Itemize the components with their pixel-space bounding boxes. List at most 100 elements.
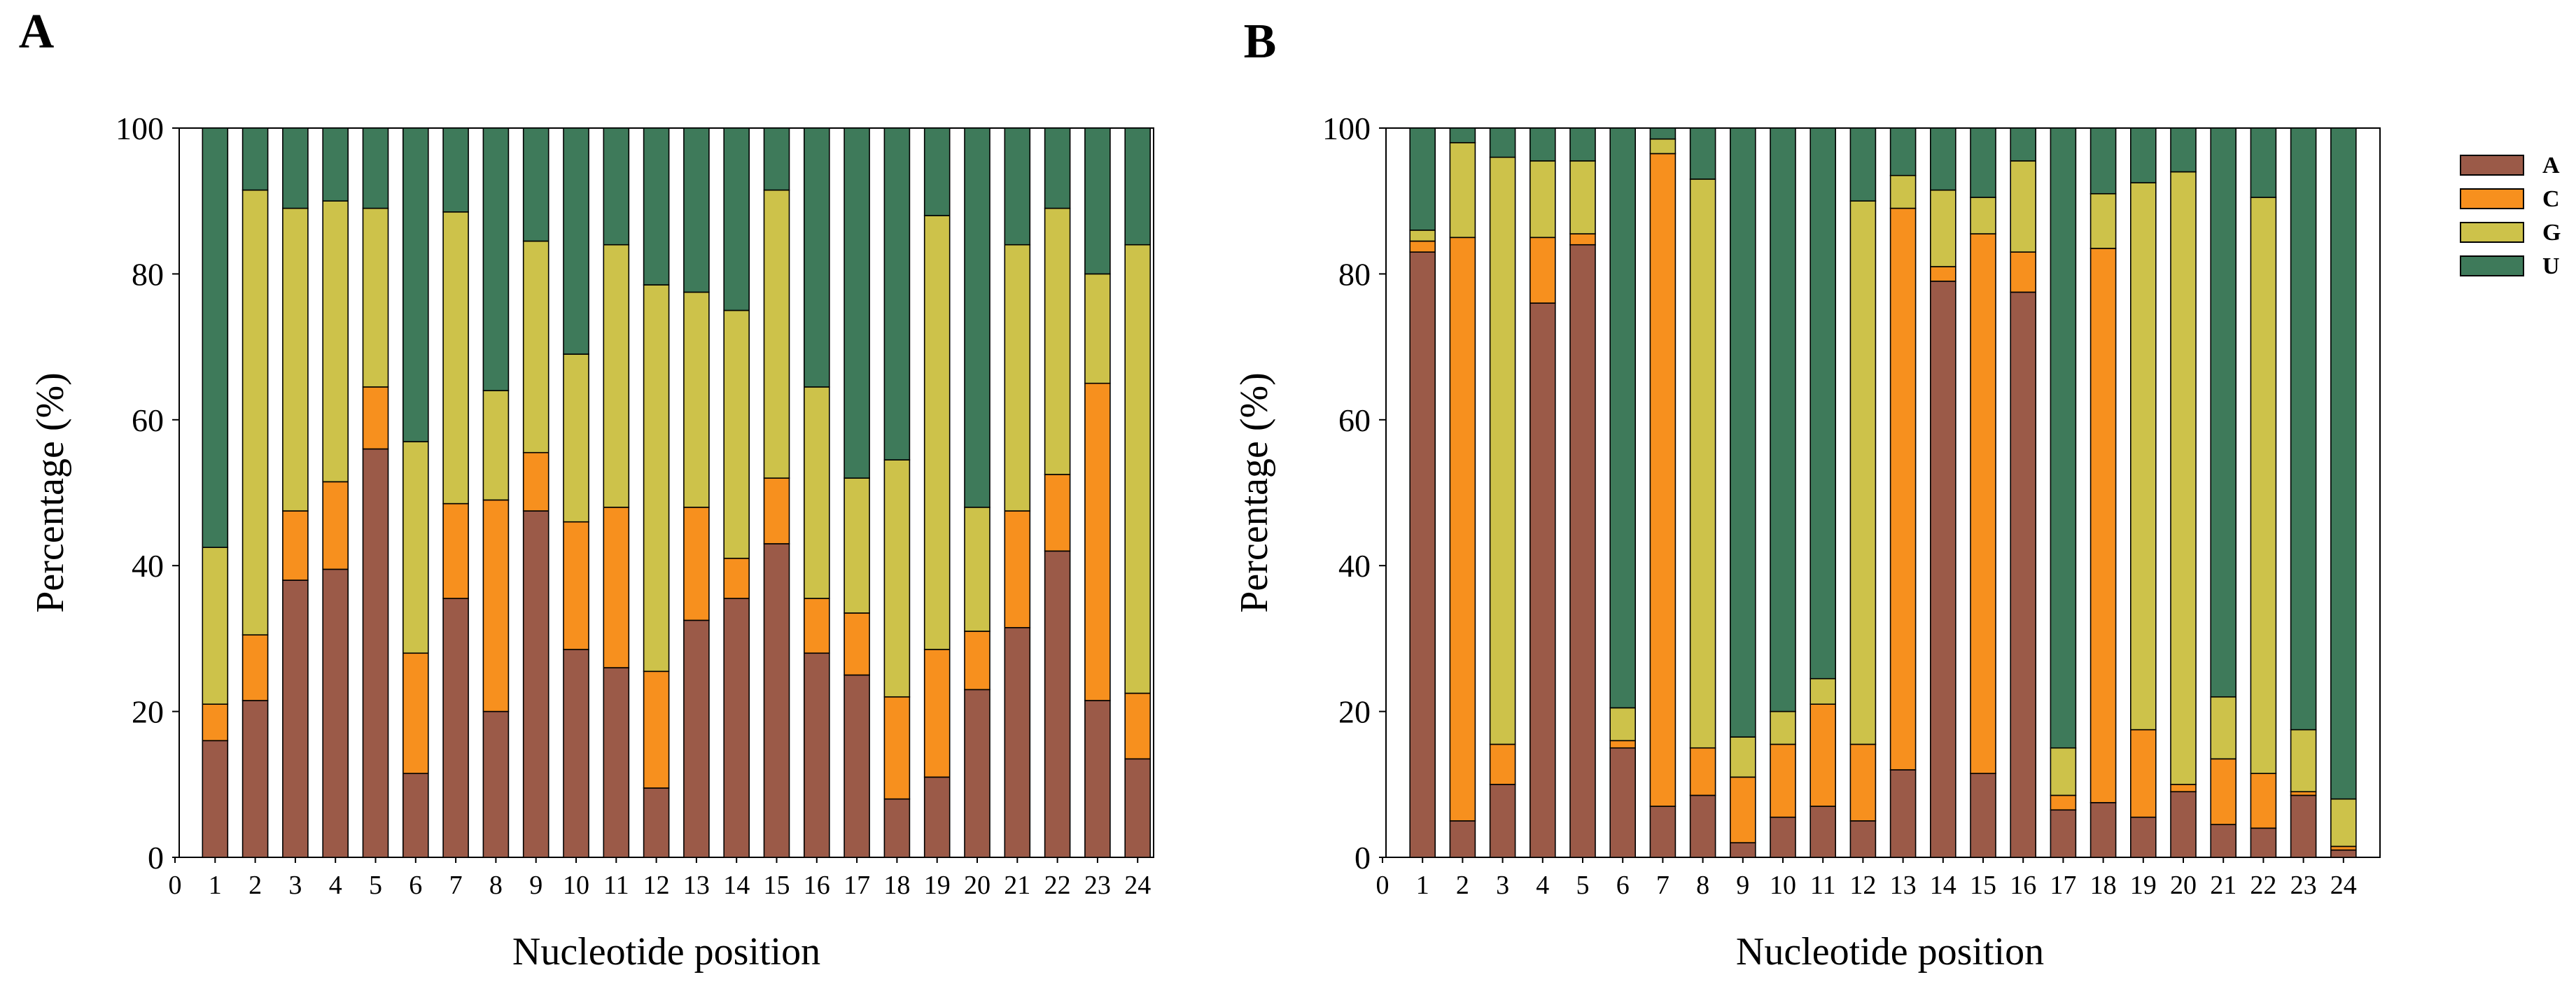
x-tick-label: 23 [2290, 871, 2317, 900]
bar-segment-g-pos-22 [2250, 197, 2277, 774]
bar-segment-c-pos-24 [1124, 692, 1151, 760]
bar-segment-a-pos-3 [1489, 784, 1516, 858]
bar-segment-c-pos-15 [763, 477, 790, 544]
x-tick-label: 12 [1849, 871, 1876, 900]
x-tick-label: 20 [2170, 871, 2197, 900]
bar-segment-g-pos-10 [563, 353, 589, 523]
bar-segment-c-pos-21 [1004, 510, 1031, 628]
y-tick-label: 60 [132, 402, 164, 438]
bar-segment-c-pos-18 [2090, 248, 2117, 803]
bar-segment-u-pos-6 [402, 127, 429, 442]
bar-segment-a-pos-15 [763, 543, 790, 858]
bar-segment-u-pos-24 [1124, 127, 1151, 246]
panel-b-letter: B [1244, 15, 1277, 69]
bar-segment-c-pos-10 [563, 521, 589, 650]
x-tick-label: 3 [288, 871, 302, 900]
bar-segment-g-pos-6 [1609, 707, 1636, 742]
bar-segment-u-pos-24 [2330, 127, 2357, 800]
bar-segment-u-pos-17 [2050, 127, 2077, 749]
bar-segment-a-pos-5 [362, 448, 389, 858]
bar-segment-a-pos-1 [1409, 251, 1436, 858]
bar-segment-u-pos-11 [603, 127, 630, 246]
bar-segment-a-pos-13 [683, 619, 710, 858]
bar-segment-c-pos-19 [2130, 729, 2157, 818]
x-tick-label: 20 [964, 871, 990, 900]
bar-segment-a-pos-17 [2050, 809, 2077, 858]
y-tick-label: 80 [132, 256, 164, 292]
bar-segment-c-pos-7 [442, 502, 469, 599]
x-tick-label: 18 [883, 871, 910, 900]
bar-segment-g-pos-7 [442, 211, 469, 505]
bar-segment-u-pos-13 [1889, 127, 1917, 176]
bar-segment-a-pos-19 [923, 776, 951, 858]
x-tick-label: 7 [449, 871, 463, 900]
bar-segment-c-pos-8 [1689, 747, 1716, 796]
bar-segment-a-pos-17 [844, 674, 870, 858]
bar-segment-g-pos-3 [1489, 156, 1516, 745]
x-tick-label: 4 [1536, 871, 1549, 900]
x-tick-label: 2 [248, 871, 262, 900]
x-tick-label: 22 [1044, 871, 1071, 900]
bar-segment-a-pos-10 [1770, 816, 1796, 858]
bar-segment-a-pos-22 [2250, 827, 2277, 858]
bar-segment-a-pos-2 [241, 700, 269, 858]
bar-segment-c-pos-16 [2010, 251, 2036, 293]
bar-segment-a-pos-24 [2330, 849, 2357, 858]
bar-segment-g-pos-13 [1889, 174, 1917, 209]
bar-segment-u-pos-6 [1609, 127, 1636, 709]
bar-segment-c-pos-3 [282, 510, 309, 581]
bar-segment-u-pos-11 [1809, 127, 1836, 680]
bar-segment-u-pos-23 [2290, 127, 2317, 731]
bar-segment-c-pos-16 [804, 598, 830, 654]
x-tick-label: 5 [369, 871, 382, 900]
x-tick-label: 6 [1616, 871, 1630, 900]
x-tick-label: 1 [209, 871, 222, 900]
bar-segment-c-pos-8 [482, 499, 510, 712]
x-tick-label: 22 [2250, 871, 2276, 900]
bar-segment-c-pos-9 [1730, 776, 1756, 843]
legend-swatch-c [2460, 188, 2524, 209]
x-tick-label: 13 [683, 871, 710, 900]
panel-a-y-axis-title: Percentage (%) [29, 372, 72, 613]
bar-segment-c-pos-3 [1489, 743, 1516, 785]
bar-segment-a-pos-16 [804, 652, 830, 858]
bar-segment-a-pos-12 [643, 787, 670, 858]
x-tick-label: 3 [1496, 871, 1509, 900]
x-tick-label: 16 [2010, 871, 2036, 900]
x-tick-label: 11 [1810, 871, 1836, 900]
bar-segment-a-pos-21 [2210, 824, 2236, 858]
y-tick-label: 100 [1322, 111, 1371, 146]
bar-segment-c-pos-1 [202, 703, 229, 742]
x-tick-label: 12 [643, 871, 670, 900]
bar-segment-g-pos-4 [1530, 160, 1556, 239]
bar-segment-g-pos-11 [1809, 677, 1836, 705]
bar-segment-a-pos-11 [603, 667, 630, 858]
y-tick-label: 0 [148, 840, 164, 876]
bar-segment-g-pos-12 [1849, 200, 1877, 745]
bar-segment-a-pos-3 [282, 579, 309, 858]
panel-b-bars [1409, 127, 2357, 858]
bar-segment-a-pos-20 [964, 689, 990, 858]
bar-segment-u-pos-7 [1649, 127, 1676, 140]
bar-segment-a-pos-6 [1609, 747, 1636, 858]
bar-segment-a-pos-9 [1730, 842, 1756, 858]
bar-segment-g-pos-23 [1084, 273, 1111, 384]
bar-segment-c-pos-14 [1930, 266, 1956, 282]
x-tick-label: 19 [2130, 871, 2157, 900]
bar-segment-c-pos-13 [1889, 207, 1917, 771]
bar-segment-c-pos-2 [241, 634, 269, 701]
bar-segment-c-pos-11 [603, 507, 630, 668]
x-tick-label: 23 [1084, 871, 1111, 900]
x-tick-label: 9 [1736, 871, 1749, 900]
bar-segment-a-pos-15 [1970, 773, 1996, 858]
bar-segment-g-pos-2 [1449, 142, 1476, 239]
bar-segment-u-pos-3 [282, 127, 309, 209]
x-tick-label: 14 [723, 871, 750, 900]
bar-segment-g-pos-16 [2010, 160, 2036, 253]
bar-segment-c-pos-6 [1609, 740, 1636, 749]
bar-segment-a-pos-18 [2090, 802, 2117, 858]
bar-segment-c-pos-17 [844, 612, 870, 676]
